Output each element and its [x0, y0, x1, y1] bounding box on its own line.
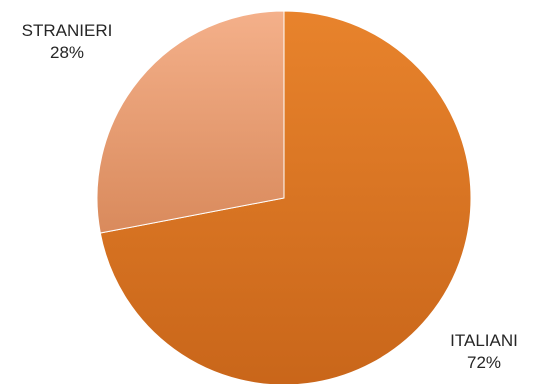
pie-slice-stranieri [96, 10, 285, 234]
slice-value-italiani: 72% [466, 353, 502, 372]
slice-value-stranieri: 28% [49, 43, 85, 62]
slice-label-stranieri: STRANIERI 28% [12, 20, 122, 64]
slice-name-stranieri: STRANIERI [21, 21, 113, 40]
pie-slice-italiani [99, 10, 472, 384]
slice-name-italiani: ITALIANI [450, 331, 518, 350]
slice-label-italiani: ITALIANI 72% [432, 330, 536, 374]
